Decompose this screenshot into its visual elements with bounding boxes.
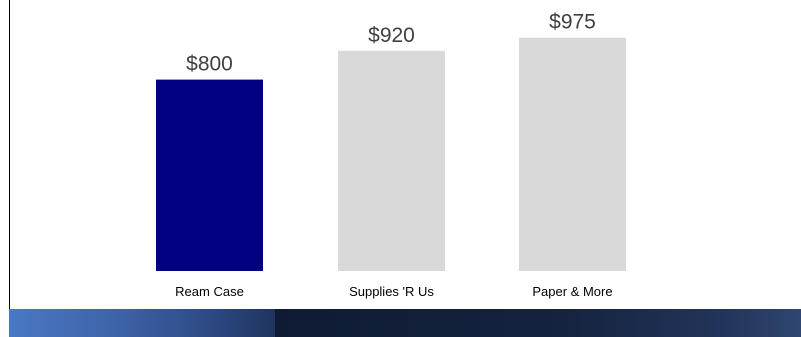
category-label-1: Supplies 'R Us: [349, 284, 434, 299]
slide-left-border: [9, 0, 10, 309]
bars-layer: [156, 37, 626, 272]
bar-value-label-2: $975: [549, 11, 596, 34]
bar-0: [156, 79, 263, 271]
footer-band-left: [9, 309, 275, 337]
footer-band-right: [275, 309, 801, 337]
bar-chart: $800 $920 $975 Ream Case Supplies 'R Us Pape…: [156, 11, 626, 299]
value-labels-layer: $800 $920 $975: [186, 11, 596, 76]
bar-value-label-0: $800: [186, 53, 233, 76]
bar-1: [338, 50, 445, 271]
footer-band: [9, 309, 801, 337]
category-labels-layer: Ream Case Supplies 'R Us Paper & More: [175, 284, 612, 299]
category-label-2: Paper & More: [532, 284, 612, 299]
category-label-0: Ream Case: [175, 284, 244, 299]
bar-value-label-1: $920: [368, 24, 415, 47]
bar-2: [519, 37, 626, 272]
bar-chart-svg: $800 $920 $975 Ream Case Supplies 'R Us Pape…: [156, 11, 626, 299]
